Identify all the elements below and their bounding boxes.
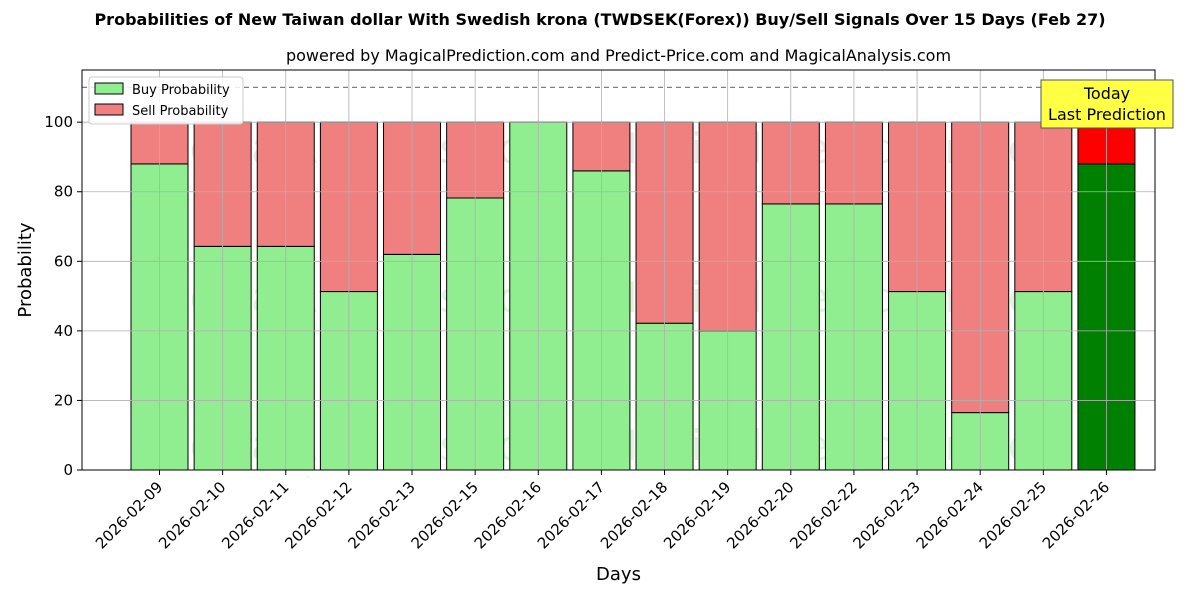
grid-layer xyxy=(82,70,1155,471)
x-tick-label: 2026-02-19 xyxy=(660,478,734,552)
y-axis-label: Probability xyxy=(15,222,36,317)
today-annotation-line1: Today xyxy=(1083,84,1130,103)
x-axis-label: Days xyxy=(596,564,641,585)
y-tick-label: 0 xyxy=(63,461,73,479)
y-tick-label: 60 xyxy=(54,252,73,270)
x-tick-label: 2026-02-11 xyxy=(218,478,292,552)
x-tick-label: 2026-02-25 xyxy=(976,478,1050,552)
x-tick-label: 2026-02-24 xyxy=(913,478,987,552)
x-tick-label: 2026-02-15 xyxy=(408,478,482,552)
legend-buy-swatch xyxy=(94,82,124,95)
chart-title: Probabilities of New Taiwan dollar With … xyxy=(94,10,1106,29)
x-tick-label: 2026-02-18 xyxy=(597,478,671,552)
x-tick-label: 2026-02-20 xyxy=(723,478,797,552)
x-tick-label: 2026-02-16 xyxy=(471,478,545,552)
today-annotation-box xyxy=(1040,79,1174,129)
x-tick-label: 2026-02-13 xyxy=(344,478,418,552)
x-tick-label: 2026-02-09 xyxy=(92,478,166,552)
y-tick-label: 20 xyxy=(54,391,73,409)
chart-subtitle: powered by MagicalPrediction.com and Pre… xyxy=(285,46,952,65)
x-tick-label: 2026-02-17 xyxy=(534,478,608,552)
x-tick-label: 2026-02-22 xyxy=(786,478,860,552)
y-tick-label: 80 xyxy=(54,183,73,201)
legend: Buy Probability Sell Probability xyxy=(88,76,244,125)
x-tick-label: 2026-02-10 xyxy=(155,478,229,552)
legend-buy-label: Buy Probability xyxy=(132,83,230,98)
today-annotation: Today Last Prediction xyxy=(1040,79,1174,129)
legend-sell-swatch xyxy=(94,103,124,116)
x-tick-label: 2026-02-12 xyxy=(281,478,355,552)
today-annotation-line2: Last Prediction xyxy=(1048,105,1166,124)
y-tick-label: 100 xyxy=(44,113,73,131)
x-tick-label: 2026-02-23 xyxy=(850,478,924,552)
x-tick-label: 2026-02-26 xyxy=(1039,478,1113,552)
legend-sell-label: Sell Probability xyxy=(132,104,229,119)
plot-frame xyxy=(81,69,1156,471)
y-tick-label: 40 xyxy=(54,322,73,340)
